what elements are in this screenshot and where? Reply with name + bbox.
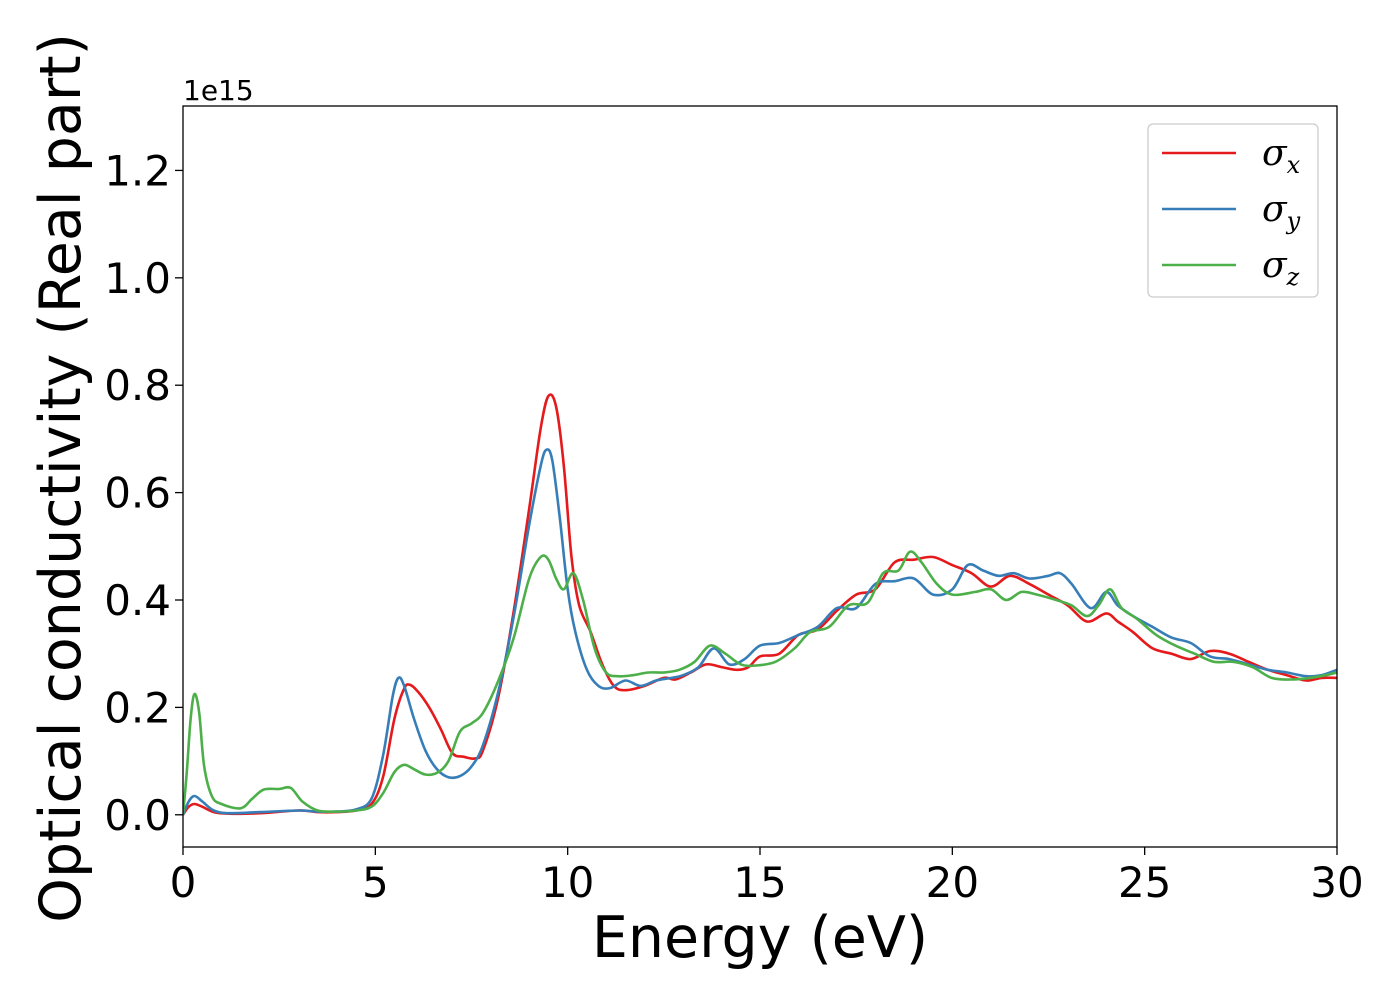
x-axis-ticks: 0 5 10 15 20 25 30	[170, 847, 1364, 907]
y-tick-label: 0.0	[104, 791, 171, 840]
series-layer	[183, 393, 1337, 816]
y-axis-offset-label: 1e15	[183, 74, 254, 107]
series-line-z	[183, 550, 1337, 815]
legend: σx σy σz	[1147, 123, 1319, 298]
x-tick-label: 25	[1118, 858, 1171, 907]
x-axis-title: Energy (eV)	[592, 905, 928, 971]
y-tick-label: 0.6	[104, 469, 171, 518]
y-tick-label: 1.2	[104, 146, 171, 195]
y-axis-ticks: 0.0 0.2 0.4 0.6 0.8 1.0 1.2	[104, 146, 183, 840]
series-line-x	[183, 393, 1337, 816]
y-axis-title: Optical conductivity (Real part)	[28, 33, 94, 923]
x-tick-label: 30	[1310, 858, 1363, 907]
x-tick-label: 5	[362, 858, 389, 907]
y-tick-label: 0.2	[104, 683, 171, 732]
y-tick-label: 0.4	[104, 576, 171, 625]
y-tick-label: 0.8	[104, 361, 171, 410]
x-tick-label: 20	[926, 858, 979, 907]
y-tick-label: 1.0	[104, 254, 171, 303]
x-tick-label: 10	[541, 858, 594, 907]
x-tick-label: 0	[170, 858, 197, 907]
legend-label-x: σx	[1262, 133, 1301, 179]
x-tick-label: 15	[733, 858, 786, 907]
series-line-y	[183, 448, 1337, 816]
legend-label-z: σz	[1262, 245, 1300, 291]
legend-items: σx σy σz	[1162, 133, 1301, 291]
legend-label-y: σy	[1262, 189, 1301, 235]
legend-frame	[1147, 123, 1319, 298]
